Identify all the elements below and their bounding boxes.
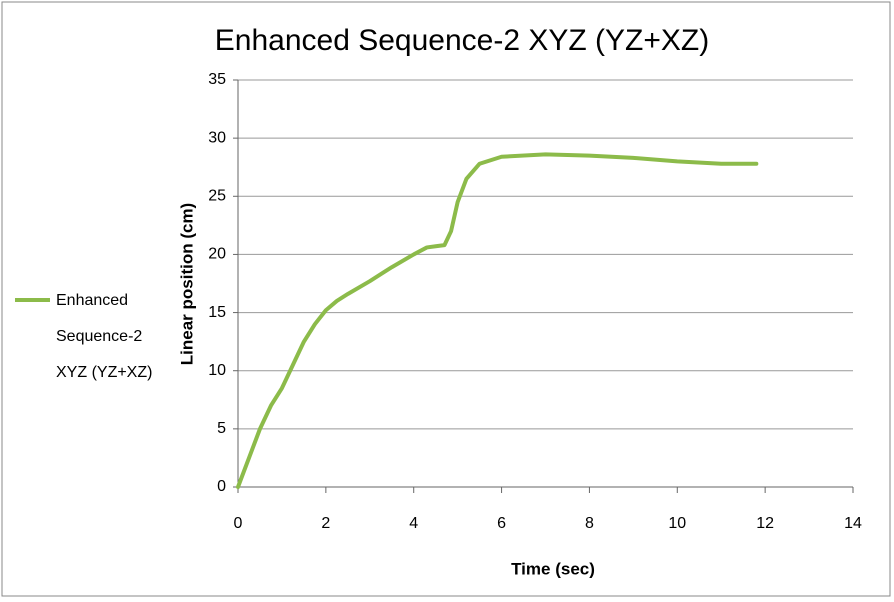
y-tick-label: 10 [208,362,226,379]
chart-title: Enhanced Sequence-2 XYZ (YZ+XZ) [215,24,709,57]
x-tick-label: 14 [844,515,862,532]
x-axis-label: Time (sec) [511,559,595,578]
legend-label: Enhanced Sequence-2 XYZ (YZ+XZ) [56,292,153,381]
y-tick-label: 20 [208,246,226,263]
y-tick-label: 15 [208,304,226,321]
y-tick-label: 0 [217,478,226,495]
y-tick-label: 5 [217,420,226,437]
x-tick-label: 10 [668,515,686,532]
data-line [236,152,759,489]
y-tick-label: 25 [208,188,226,205]
x-tick-label: 0 [234,515,243,532]
x-tick-label: 8 [585,515,594,532]
x-tick-label: 12 [756,515,774,532]
x-tick-label: 4 [409,515,418,532]
x-tick-label: 2 [321,515,330,532]
y-axis-label: Linear position (cm) [177,203,196,365]
y-tick-label: 30 [208,129,226,146]
y-tick-label: 35 [208,71,226,88]
x-tick-label: 6 [497,515,506,532]
